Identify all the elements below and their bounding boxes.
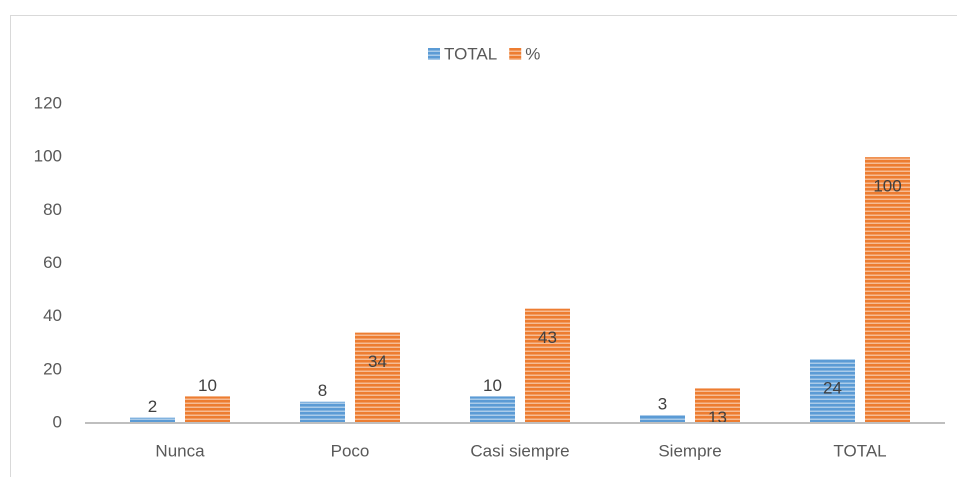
x-tick-label: Siempre [658,441,721,460]
x-tick-label: TOTAL [833,441,886,460]
chart-border [10,15,957,477]
bar [810,359,855,423]
legend-swatch [428,48,440,60]
data-label: 34 [368,352,387,371]
data-label: 8 [318,381,327,400]
data-label: 10 [483,376,502,395]
legend-swatch [509,48,522,60]
bar [185,396,230,423]
data-label: 3 [658,395,667,414]
y-tick-label: 120 [34,93,62,112]
legend-label: % [525,44,540,63]
legend-label: TOTAL [444,44,497,63]
bar [355,332,400,423]
bar [470,396,515,423]
bar [525,308,570,423]
data-label: 43 [538,328,557,347]
data-label: 10 [198,376,217,395]
bar [300,401,345,423]
bar [865,157,910,423]
y-tick-label: 0 [53,412,62,431]
bar [130,417,175,423]
bar [640,415,685,423]
x-tick-label: Casi siempre [470,441,569,460]
y-tick-label: 100 [34,147,62,166]
x-tick-label: Nunca [155,441,205,460]
data-label: 13 [708,408,727,427]
y-tick-label: 20 [43,359,62,378]
y-tick-label: 80 [43,200,62,219]
y-tick-label: 40 [43,306,62,325]
data-label: 100 [873,177,901,196]
data-label: 2 [148,397,157,416]
data-label: 24 [823,379,842,398]
bar [695,388,740,423]
x-tick-label: Poco [331,441,370,460]
y-tick-label: 60 [43,253,62,272]
